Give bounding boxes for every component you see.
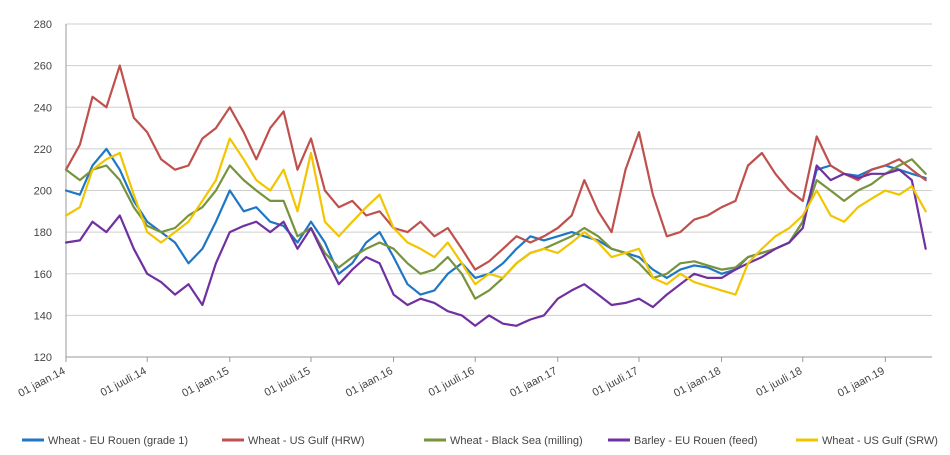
y-tick-label: 260 [34, 61, 52, 73]
y-tick-label: 180 [34, 227, 52, 239]
x-tick-label: 01 juuli.18 [754, 365, 804, 399]
x-tick-label: 01 jaan.16 [344, 365, 395, 400]
series-line-3 [64, 158, 927, 300]
series-lines [64, 64, 927, 327]
x-axis-ticks: 01 jaan.14 01 juuli.14 01 jaan.15 01 juuli.… [16, 365, 886, 400]
x-tick-label: 01 jaan.17 [508, 365, 559, 400]
legend-label: Wheat - Black Sea (milling) [450, 435, 583, 447]
series-line-4 [64, 164, 927, 327]
x-tick-label: 01 juuli.17 [590, 365, 640, 399]
legend-label: Barley - EU Rouen (feed) [634, 435, 758, 447]
x-tick-label: 01 juuli.14 [99, 365, 149, 399]
y-tick-label: 280 [34, 19, 52, 31]
legend-label: Wheat - US Gulf (HRW) [248, 435, 365, 447]
y-tick-label: 200 [34, 186, 52, 198]
x-tick-label: 01 jaan.18 [672, 365, 723, 400]
legend-label: Wheat - US Gulf (SRW) [822, 435, 938, 447]
x-tick-label: 01 juuli.15 [262, 365, 312, 399]
x-tick-label: 01 jaan.14 [16, 365, 67, 400]
x-tick-label: 01 juuli.16 [427, 365, 477, 399]
y-tick-label: 120 [34, 352, 52, 364]
series-line-5 [64, 137, 927, 296]
y-tick-label: 140 [34, 310, 52, 322]
legend: Wheat - EU Rouen (grade 1) Wheat - US Gul… [22, 435, 938, 447]
y-axis-ticks: 120 140 160 180 200 220 240 260 280 [34, 19, 52, 364]
x-tick-label: 01 jaan.15 [180, 365, 231, 400]
x-tick-label: 01 jaan.19 [836, 365, 887, 400]
axes [65, 24, 932, 362]
gridlines [66, 23, 932, 316]
series-line-2 [64, 64, 927, 271]
y-tick-label: 160 [34, 269, 52, 281]
legend-label: Wheat - EU Rouen (grade 1) [48, 435, 188, 447]
y-tick-label: 240 [34, 102, 52, 114]
y-tick-label: 220 [34, 144, 52, 156]
